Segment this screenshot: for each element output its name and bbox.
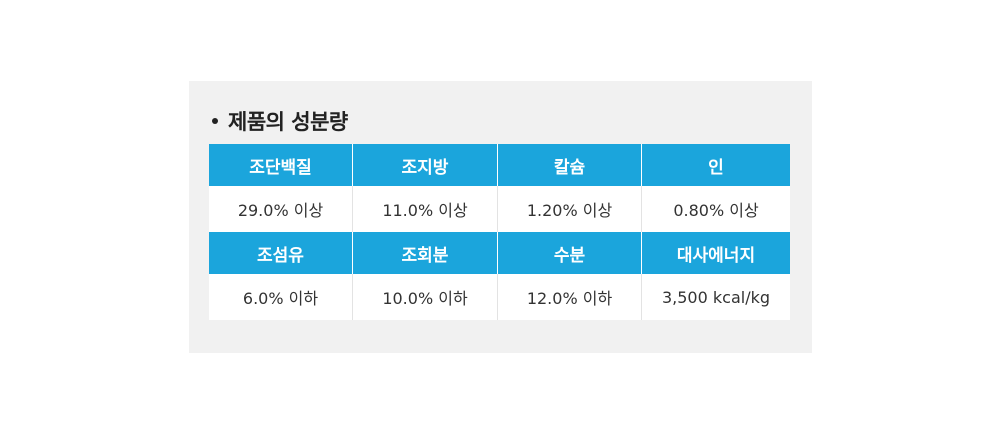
table-header-cell: 대사에너지 <box>642 232 790 274</box>
table-value-cell: 6.0% 이하 <box>209 274 353 320</box>
table-header-cell: 칼슘 <box>498 144 642 186</box>
table-value-cell: 12.0% 이하 <box>498 274 642 320</box>
nutrient-table: 조단백질 조지방 칼슘 인 29.0% 이상 11.0% 이상 1.20% 이상… <box>209 144 790 320</box>
nutrient-panel: 제품의 성분량 조단백질 조지방 칼슘 인 29.0% 이상 11.0% 이상 … <box>189 81 812 353</box>
table-value-cell: 29.0% 이상 <box>209 186 353 232</box>
table-header-cell: 수분 <box>498 232 642 274</box>
table-header-cell: 조단백질 <box>209 144 353 186</box>
table-value-cell: 10.0% 이하 <box>353 274 498 320</box>
table-header-cell: 조지방 <box>353 144 498 186</box>
section-title-text: 제품의 성분량 <box>228 110 348 134</box>
table-header-cell: 조섬유 <box>209 232 353 274</box>
table-header-cell: 조회분 <box>353 232 498 274</box>
section-title: 제품의 성분량 <box>210 103 348 139</box>
bullet-icon <box>212 118 218 124</box>
table-value-cell: 0.80% 이상 <box>642 186 790 232</box>
table-value-cell: 3,500 kcal/kg <box>642 274 790 320</box>
table-header-cell: 인 <box>642 144 790 186</box>
table-value-cell: 11.0% 이상 <box>353 186 498 232</box>
table-value-cell: 1.20% 이상 <box>498 186 642 232</box>
